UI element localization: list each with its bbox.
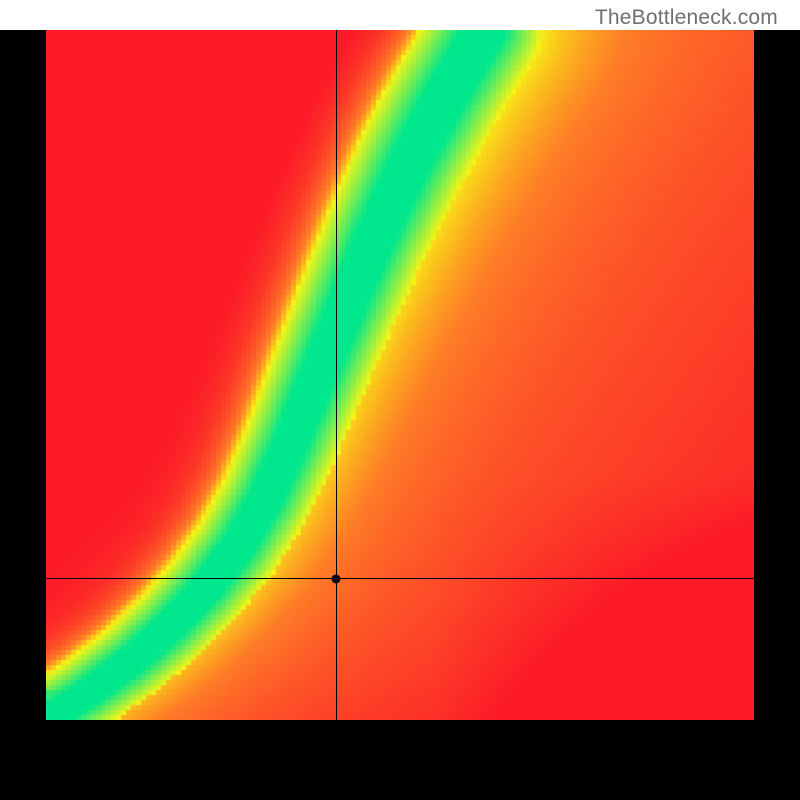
crosshair-horizontal <box>46 578 754 579</box>
watermark-text: TheBottleneck.com <box>595 6 778 30</box>
bottleneck-heatmap <box>46 30 754 720</box>
crosshair-marker <box>332 574 341 583</box>
crosshair-vertical <box>336 30 337 720</box>
